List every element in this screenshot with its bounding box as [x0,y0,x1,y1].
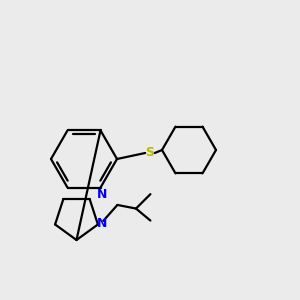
Text: N: N [97,188,107,201]
Text: N: N [97,217,108,230]
Text: S: S [146,146,154,160]
